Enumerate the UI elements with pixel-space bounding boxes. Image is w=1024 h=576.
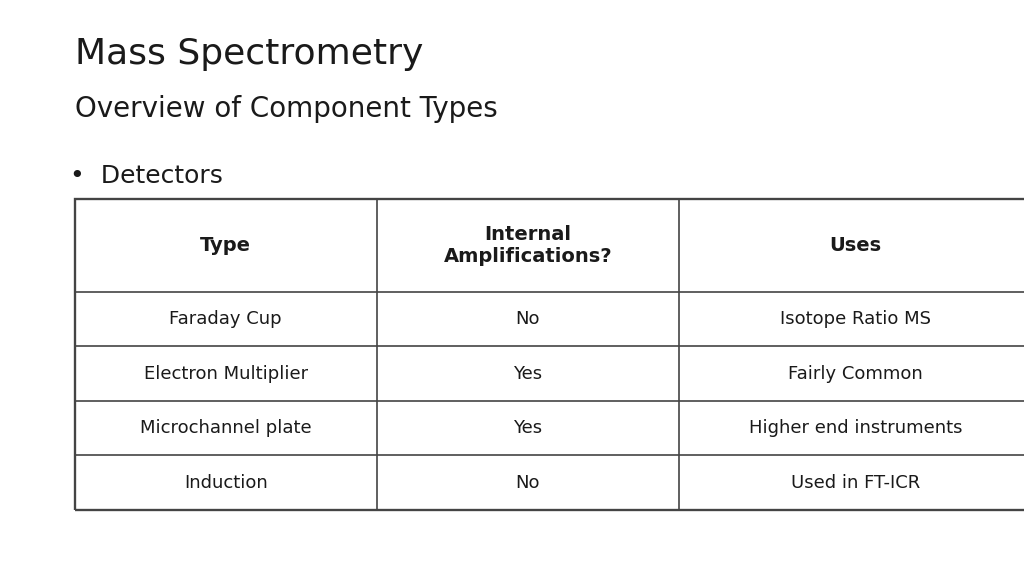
- Text: Microchannel plate: Microchannel plate: [140, 419, 311, 437]
- Text: Electron Multiplier: Electron Multiplier: [143, 365, 308, 382]
- Text: Uses: Uses: [829, 236, 882, 255]
- Text: Type: Type: [201, 236, 251, 255]
- Text: •  Detectors: • Detectors: [70, 164, 222, 188]
- Text: Used in FT-ICR: Used in FT-ICR: [791, 473, 921, 491]
- Text: Isotope Ratio MS: Isotope Ratio MS: [780, 310, 931, 328]
- Text: No: No: [516, 473, 540, 491]
- Text: Yes: Yes: [513, 365, 543, 382]
- Text: Induction: Induction: [184, 473, 267, 491]
- Text: Overview of Component Types: Overview of Component Types: [75, 95, 498, 123]
- Text: Yes: Yes: [513, 419, 543, 437]
- Text: Mass Spectrometry: Mass Spectrometry: [75, 37, 423, 71]
- Text: Faraday Cup: Faraday Cup: [170, 310, 282, 328]
- Text: No: No: [516, 310, 540, 328]
- Text: Fairly Common: Fairly Common: [788, 365, 923, 382]
- Text: Internal
Amplifications?: Internal Amplifications?: [443, 225, 612, 266]
- Text: Higher end instruments: Higher end instruments: [749, 419, 963, 437]
